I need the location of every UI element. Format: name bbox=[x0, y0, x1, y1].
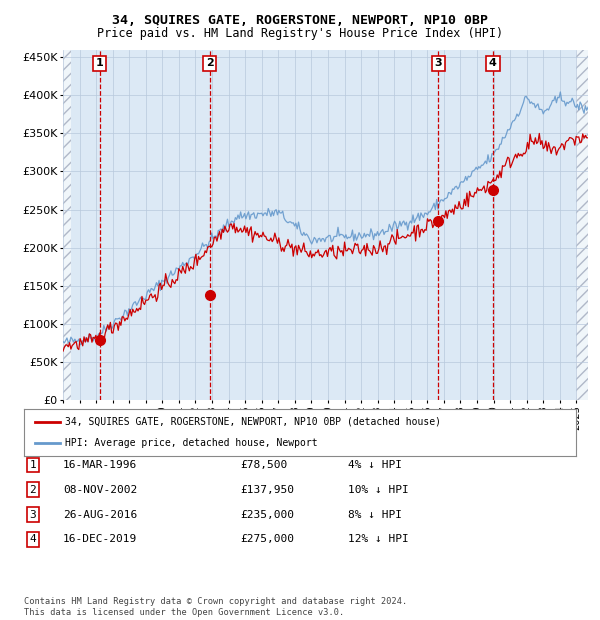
Text: £137,950: £137,950 bbox=[240, 485, 294, 495]
Text: 2: 2 bbox=[206, 58, 214, 68]
Text: 16-MAR-1996: 16-MAR-1996 bbox=[63, 460, 137, 470]
Text: 08-NOV-2002: 08-NOV-2002 bbox=[63, 485, 137, 495]
Text: 3: 3 bbox=[29, 510, 37, 520]
Text: 2: 2 bbox=[29, 485, 37, 495]
Bar bbox=[577, 50, 588, 400]
Text: 10% ↓ HPI: 10% ↓ HPI bbox=[348, 485, 409, 495]
Bar bbox=[577, 50, 588, 400]
Text: Contains HM Land Registry data © Crown copyright and database right 2024.
This d: Contains HM Land Registry data © Crown c… bbox=[24, 598, 407, 617]
Bar bbox=[63, 50, 71, 400]
Text: 1: 1 bbox=[29, 460, 37, 470]
Text: 34, SQUIRES GATE, ROGERSTONE, NEWPORT, NP10 0BP (detached house): 34, SQUIRES GATE, ROGERSTONE, NEWPORT, N… bbox=[65, 417, 442, 427]
Text: HPI: Average price, detached house, Newport: HPI: Average price, detached house, Newp… bbox=[65, 438, 318, 448]
Text: Price paid vs. HM Land Registry's House Price Index (HPI): Price paid vs. HM Land Registry's House … bbox=[97, 27, 503, 40]
Text: 4: 4 bbox=[29, 534, 37, 544]
Text: £235,000: £235,000 bbox=[240, 510, 294, 520]
Text: 8% ↓ HPI: 8% ↓ HPI bbox=[348, 510, 402, 520]
Text: £78,500: £78,500 bbox=[240, 460, 287, 470]
Text: 26-AUG-2016: 26-AUG-2016 bbox=[63, 510, 137, 520]
Text: 1: 1 bbox=[96, 58, 103, 68]
Text: 3: 3 bbox=[434, 58, 442, 68]
Text: 4% ↓ HPI: 4% ↓ HPI bbox=[348, 460, 402, 470]
Bar bbox=[63, 50, 71, 400]
Text: 34, SQUIRES GATE, ROGERSTONE, NEWPORT, NP10 0BP: 34, SQUIRES GATE, ROGERSTONE, NEWPORT, N… bbox=[112, 14, 488, 27]
Text: 16-DEC-2019: 16-DEC-2019 bbox=[63, 534, 137, 544]
Text: 4: 4 bbox=[489, 58, 497, 68]
Text: 12% ↓ HPI: 12% ↓ HPI bbox=[348, 534, 409, 544]
Text: £275,000: £275,000 bbox=[240, 534, 294, 544]
